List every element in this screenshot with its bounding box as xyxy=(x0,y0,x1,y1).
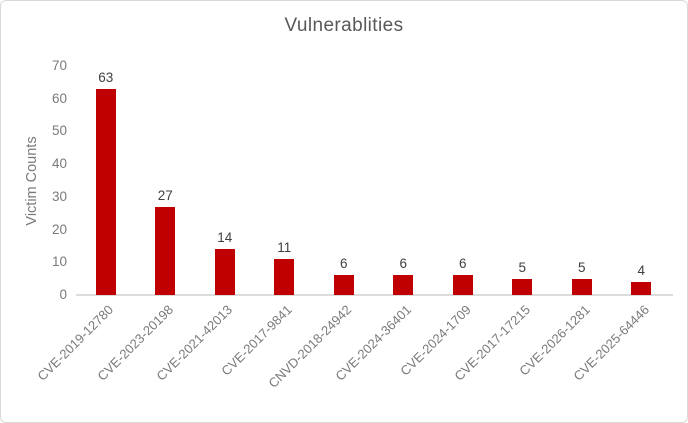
bar-slot: 6 xyxy=(374,66,434,295)
bar-value-label: 5 xyxy=(577,259,586,275)
bar-slot: 5 xyxy=(552,66,612,295)
bar xyxy=(393,275,414,295)
bar xyxy=(512,278,533,295)
bar-slot: 14 xyxy=(195,66,255,295)
bar-value-label: 14 xyxy=(217,230,233,246)
bar xyxy=(274,259,295,295)
bar xyxy=(214,249,235,295)
bar-slot: 6 xyxy=(433,66,493,295)
bar-value-label: 6 xyxy=(399,256,407,272)
y-tick-label: 10 xyxy=(51,254,67,270)
y-tick-label: 20 xyxy=(51,221,67,237)
bar-slot: 27 xyxy=(136,66,196,295)
bar-value-label: 5 xyxy=(518,259,526,275)
bar-slot: 5 xyxy=(493,66,553,295)
y-tick-label: 0 xyxy=(59,287,67,302)
y-tick-label: 70 xyxy=(51,58,67,73)
bar-slot: 6 xyxy=(314,66,374,295)
bar-value-label: 63 xyxy=(98,69,114,85)
chart-title: Vulnerablities xyxy=(284,15,404,36)
bar-slot: 4 xyxy=(612,66,672,295)
bar xyxy=(95,88,116,295)
y-tick-label: 50 xyxy=(51,123,67,139)
plot-area: 63 27 14 11 6 6 6 5 5 4 xyxy=(76,66,671,295)
bar-value-label: 11 xyxy=(277,240,292,256)
x-axis-line xyxy=(76,294,673,296)
bar-slot: 11 xyxy=(255,66,315,295)
y-tick-label: 60 xyxy=(51,90,67,106)
y-tick-label: 30 xyxy=(51,188,67,204)
bar-value-label: 6 xyxy=(458,256,467,272)
bar xyxy=(631,281,652,295)
bar-value-label: 6 xyxy=(339,256,348,272)
bar-value-label: 4 xyxy=(637,262,645,278)
bar-slot: 63 xyxy=(76,66,136,295)
bar xyxy=(571,278,592,295)
bar xyxy=(333,275,354,295)
bar-value-label: 27 xyxy=(157,187,173,203)
y-axis-title: Victim Counts xyxy=(24,136,40,226)
bar xyxy=(452,275,473,295)
y-tick-label: 40 xyxy=(51,156,67,172)
bar xyxy=(155,206,176,295)
